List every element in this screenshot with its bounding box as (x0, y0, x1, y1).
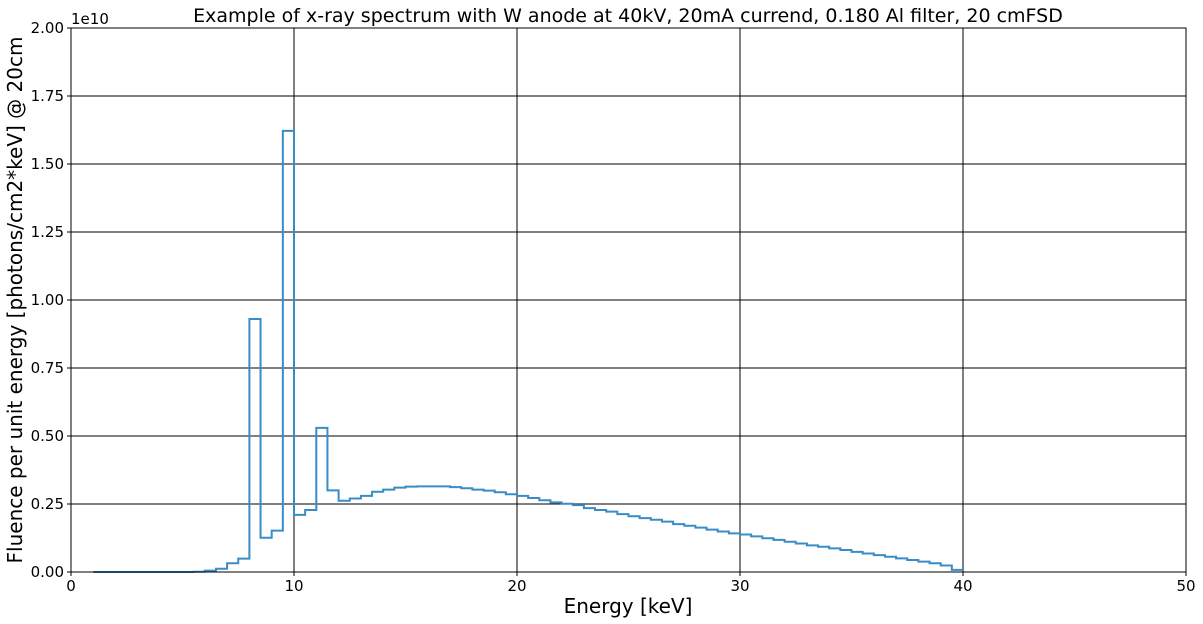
spectrum-line (93, 129, 963, 573)
y-offset-label: 1e10 (71, 10, 109, 28)
y-tick-label: 0.75 (31, 359, 64, 377)
grid (67, 27, 1187, 576)
y-tick-labels: 0.00 0.25 0.50 0.75 1.00 1.25 1.50 1.75 2.00 (31, 19, 64, 581)
y-tick-label: 2.00 (31, 19, 64, 37)
x-tick-label: 20 (507, 577, 526, 595)
y-axis-label: Fluence per unit energy [photons/cm2*keV… (3, 37, 27, 564)
x-tick-label: 40 (953, 577, 972, 595)
y-tick-label: 1.75 (31, 87, 64, 105)
y-tick-label: 1.00 (31, 291, 64, 309)
x-tick-label: 10 (284, 577, 303, 595)
y-tick-label: 1.25 (31, 223, 64, 241)
x-tick-label: 0 (66, 577, 76, 595)
x-tick-labels: 0 10 20 30 40 50 (66, 577, 1195, 595)
plot-frame (70, 27, 1187, 573)
x-tick-label: 50 (1176, 577, 1195, 595)
y-tick-label: 0.50 (31, 427, 64, 445)
x-tick-label: 30 (730, 577, 749, 595)
y-tick-label: 1.50 (31, 155, 64, 173)
x-axis-label: Energy [keV] (564, 594, 693, 618)
y-tick-label: 0.25 (31, 495, 64, 513)
y-tick-label: 0.00 (31, 563, 64, 581)
chart-title: Example of x-ray spectrum with W anode a… (193, 5, 1063, 27)
